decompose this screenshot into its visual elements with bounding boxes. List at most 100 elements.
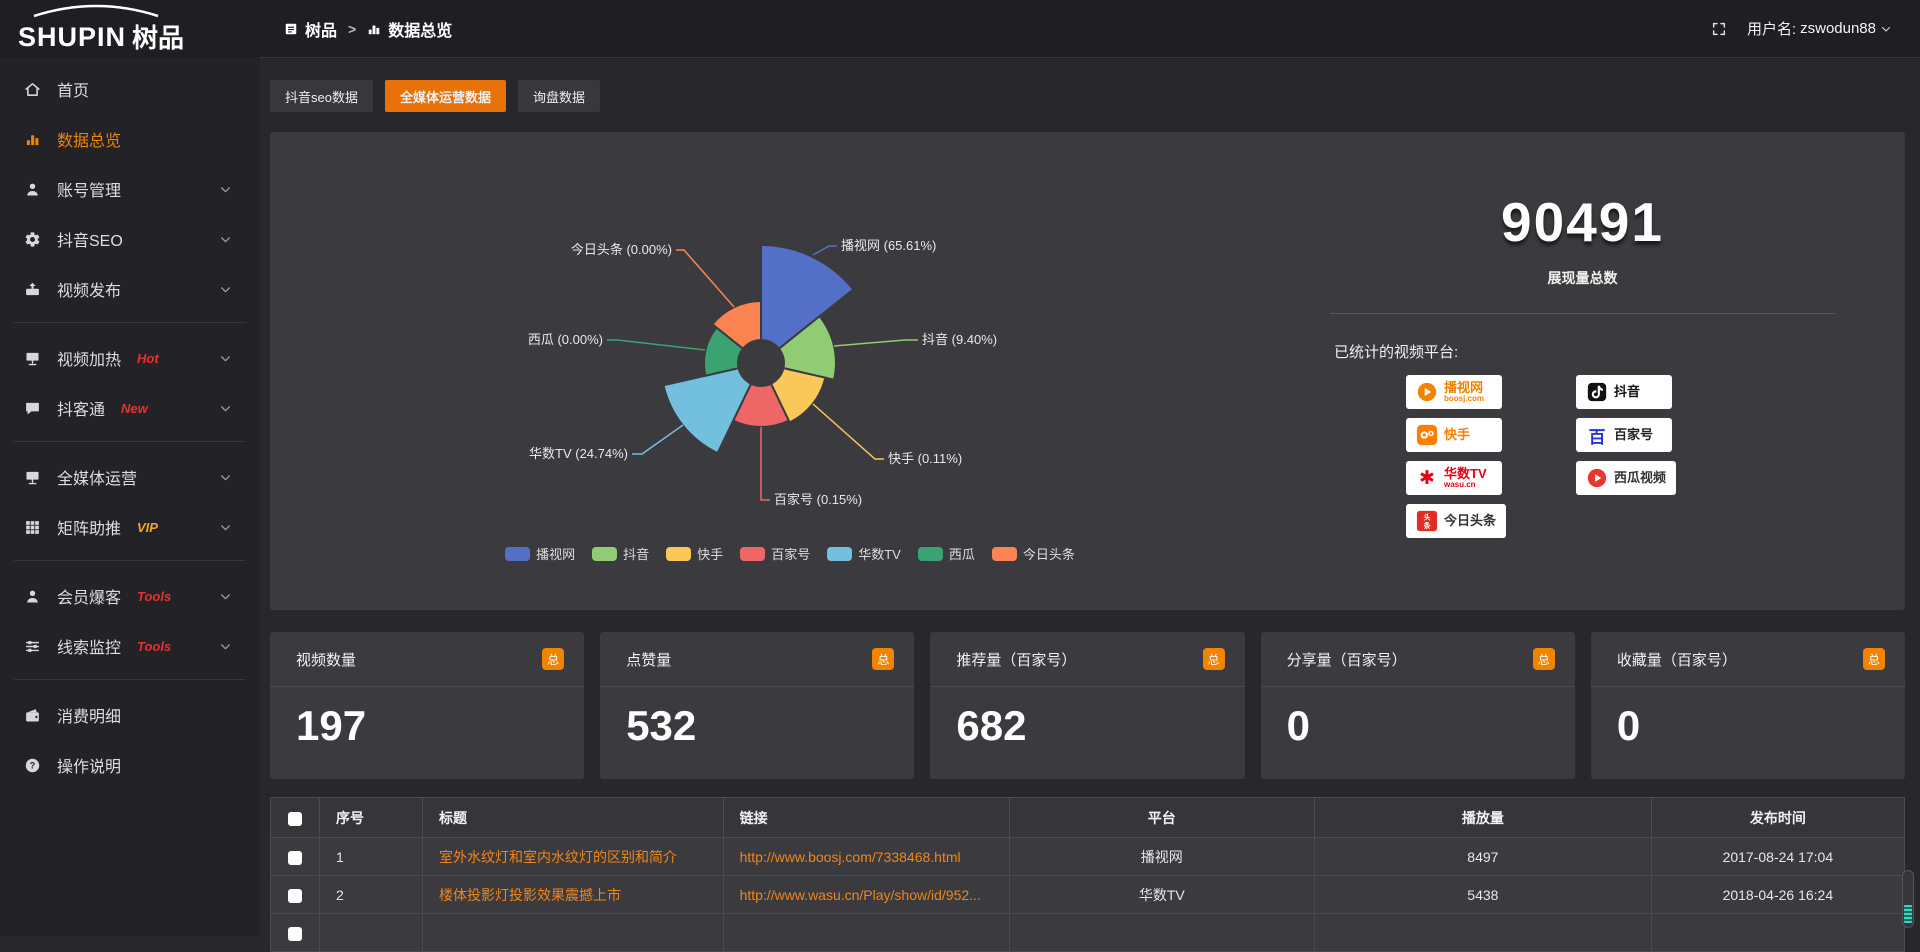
select-all-checkbox[interactable] (288, 812, 302, 826)
breadcrumb-separator: > (348, 21, 356, 37)
chevron-down-icon (219, 590, 232, 603)
total-badge: 总 (872, 648, 894, 670)
sidebar-item-数据总览[interactable]: 数据总览 (0, 114, 260, 164)
pie-slice-华数TV[interactable] (664, 368, 752, 453)
col-header-plays: 播放量 (1315, 798, 1652, 838)
chevron-down-icon (219, 471, 232, 484)
cell-platform: 播视网 (1009, 838, 1315, 876)
total-impressions-label: 展现量总数 (1330, 268, 1835, 288)
stat-card-value: 0 (1261, 702, 1575, 750)
stat-card-value: 682 (930, 702, 1244, 750)
breadcrumb-root[interactable]: 树品 (305, 17, 337, 41)
sidebar-item-账号管理[interactable]: 账号管理 (0, 164, 260, 214)
chevron-down-icon (1880, 23, 1892, 35)
cell-platform: 华数TV (1009, 876, 1315, 914)
chevron-down-icon (219, 233, 232, 246)
wallet-icon (24, 706, 44, 724)
legend-item-抖音[interactable]: 抖音 (592, 544, 649, 563)
cell-plays: 8497 (1315, 838, 1652, 876)
total-badge: 总 (1533, 648, 1555, 670)
legend-label: 西瓜 (949, 544, 975, 563)
legend-item-华数TV[interactable]: 华数TV (827, 544, 901, 563)
help-icon: ? (24, 756, 44, 774)
video-url-link[interactable]: http://www.wasu.cn/Play/show/id/952... (740, 887, 981, 903)
chat-icon (24, 399, 44, 417)
legend-label: 抖音 (623, 544, 649, 563)
sidebar-divider (14, 322, 246, 323)
sidebar-item-首页[interactable]: 首页 (0, 64, 260, 114)
tab-抖音seo数据[interactable]: 抖音seo数据 (270, 80, 373, 112)
cell-plays: 5438 (1315, 876, 1652, 914)
user-menu[interactable]: 用户名: zswodun88 (1747, 18, 1892, 39)
stat-cards-row: 视频数量 总 197 点赞量 总 532 推荐量（百家号） 总 682 分享量（… (270, 632, 1905, 779)
platform-badge-百家号: 百百家号 (1576, 418, 1672, 452)
sliders-icon (24, 637, 44, 655)
total-impressions-value: 90491 (1330, 190, 1835, 254)
stat-card-title: 点赞量 (626, 649, 671, 670)
legend-item-百家号[interactable]: 百家号 (740, 544, 810, 563)
pie-label-西瓜: 西瓜 (0.00%) (528, 332, 603, 347)
sidebar-item-label: 操作说明 (57, 753, 121, 777)
legend-item-西瓜[interactable]: 西瓜 (918, 544, 975, 563)
row-checkbox[interactable] (288, 889, 302, 903)
svg-text:?: ? (30, 760, 35, 770)
table-row: 1 室外水纹灯和室内水纹灯的区别和简介 http://www.boosj.com… (271, 838, 1905, 876)
tab-询盘数据[interactable]: 询盘数据 (518, 80, 600, 112)
stat-card-title: 分享量（百家号） (1287, 649, 1407, 670)
cell-index (320, 914, 423, 952)
legend-item-今日头条[interactable]: 今日头条 (992, 544, 1075, 563)
app-logo: SHUPIN 树品 (0, 0, 260, 58)
legend-item-快手[interactable]: 快手 (666, 544, 723, 563)
platforms-title: 已统计的视频平台: (1330, 341, 1835, 362)
video-title-link[interactable]: 楼体投影灯投影效果震撼上市 (439, 887, 621, 903)
cell-platform (1009, 914, 1315, 952)
sidebar-item-label: 抖客通 (57, 396, 105, 420)
gear-icon (24, 230, 44, 248)
row-checkbox[interactable] (288, 927, 302, 941)
rose-pie-chart[interactable]: 播视网 (65.61%)抖音 (9.40%)快手 (0.11%)百家号 (0.1… (270, 132, 1310, 602)
fullscreen-icon[interactable] (1711, 21, 1727, 37)
row-checkbox[interactable] (288, 851, 302, 865)
col-header-title: 标题 (422, 798, 723, 838)
cell-time: 2018-04-26 16:24 (1651, 876, 1904, 914)
video-title-link[interactable]: 室外水纹灯和室内水纹灯的区别和简介 (439, 849, 677, 865)
username-label: 用户名: (1747, 18, 1796, 39)
legend-swatch (666, 547, 691, 561)
chevron-down-icon (219, 183, 232, 196)
video-url-link[interactable]: http://www.boosj.com/7338468.html (740, 849, 961, 865)
kuaishou-logo-icon (1416, 424, 1438, 446)
tab-全媒体运营数据[interactable]: 全媒体运营数据 (385, 80, 506, 112)
platform-subtext: boosj.com (1444, 395, 1484, 403)
legend-item-播视网[interactable]: 播视网 (505, 544, 575, 563)
home-icon (24, 80, 44, 98)
sidebar-item-操作说明[interactable]: ? 操作说明 (0, 740, 260, 790)
sidebar-badge-Hot: Hot (137, 351, 159, 366)
stat-card-title: 推荐量（百家号） (956, 649, 1076, 670)
floating-scroll-widget[interactable] (1902, 870, 1914, 928)
stat-card-视频数量: 视频数量 总 197 (270, 632, 584, 779)
sidebar-item-全媒体运营[interactable]: 全媒体运营 (0, 452, 260, 502)
video-table: 序号标题链接平台播放量发布时间 1 室外水纹灯和室内水纹灯的区别和简介 http… (270, 797, 1905, 952)
boosj-logo-icon (1416, 381, 1438, 403)
platform-name: 百家号 (1614, 428, 1653, 442)
legend-swatch (827, 547, 852, 561)
breadcrumb-current: 数据总览 (388, 17, 452, 41)
legend-swatch (992, 547, 1017, 561)
breadcrumb: 树品 > 数据总览 (284, 17, 452, 41)
overview-panel: 播视网 (65.61%)抖音 (9.40%)快手 (0.11%)百家号 (0.1… (270, 132, 1905, 610)
cell-index: 2 (320, 876, 423, 914)
logo-arc-icon (30, 4, 162, 18)
table-row (271, 914, 1905, 952)
sidebar-item-视频发布[interactable]: 视频发布 (0, 264, 260, 314)
pie-label-抖音: 抖音 (9.40%) (922, 332, 997, 347)
sidebar-item-消费明细[interactable]: 消费明细 (0, 690, 260, 740)
legend-swatch (918, 547, 943, 561)
sidebar-item-抖音SEO[interactable]: 抖音SEO (0, 214, 260, 264)
